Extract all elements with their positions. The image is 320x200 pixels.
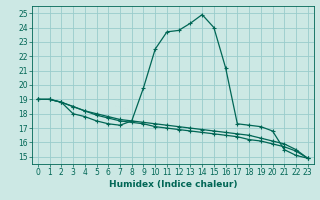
X-axis label: Humidex (Indice chaleur): Humidex (Indice chaleur) [108, 180, 237, 189]
